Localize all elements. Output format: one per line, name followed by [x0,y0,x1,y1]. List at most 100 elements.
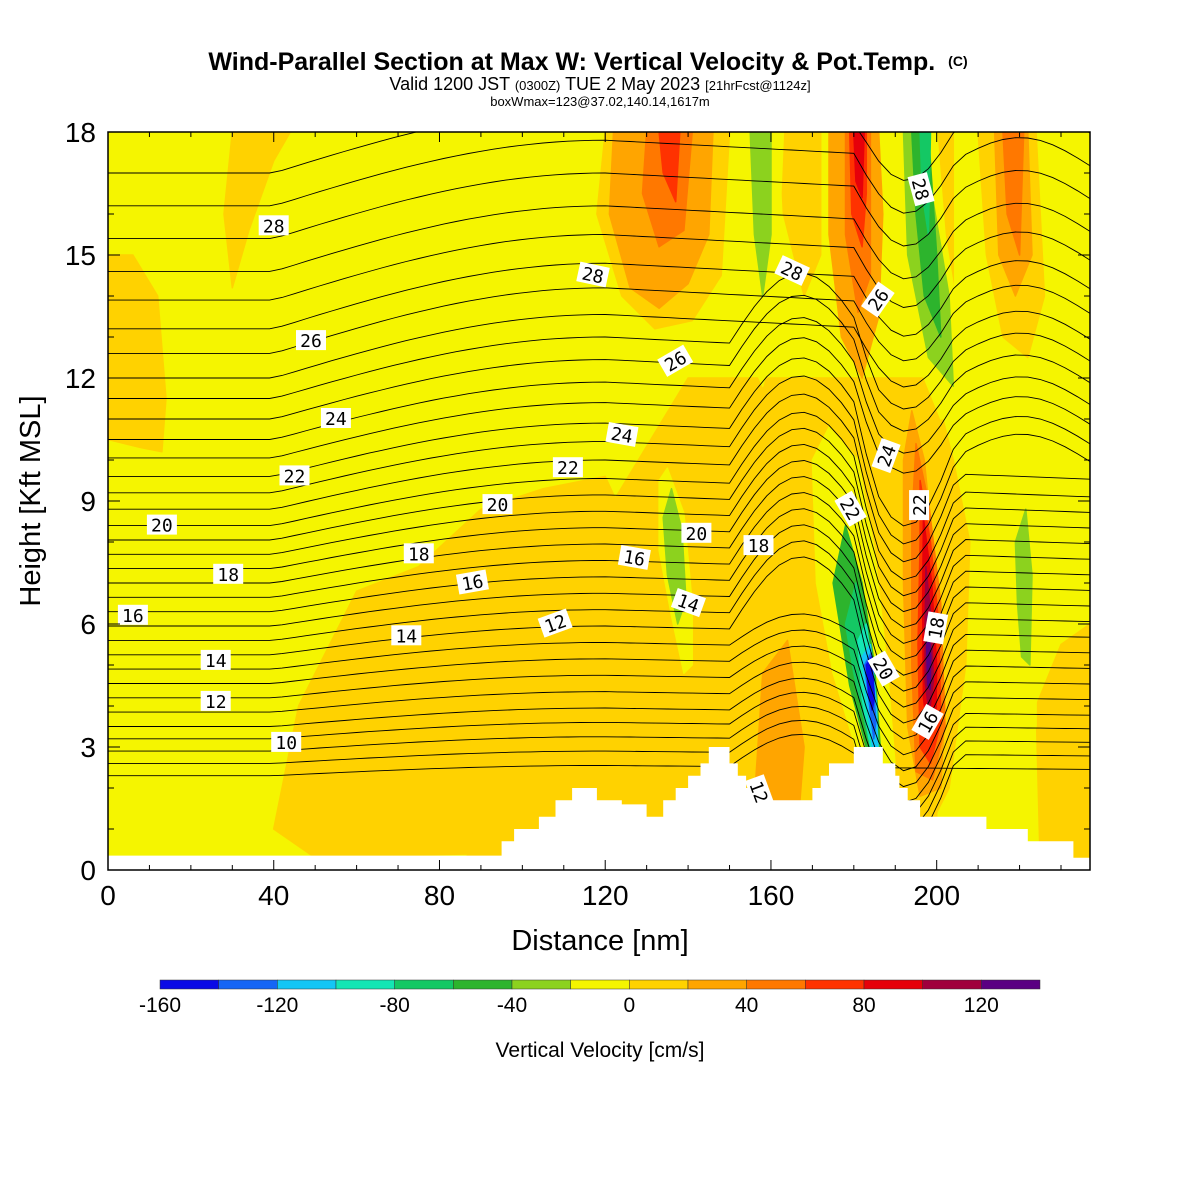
colorbar-swatch [511,979,571,990]
theta-label: 16 [455,569,489,596]
theta-label-bg [744,774,774,810]
theta-label-bg [279,465,310,486]
colorbar-swatch [805,979,865,990]
theta-label: 20 [681,522,712,545]
theta-label: 22 [909,490,931,521]
theta-label: 18 [213,563,244,586]
x-tick-label: 120 [582,880,629,911]
x-axis-label: Distance [nm] [511,925,688,957]
theta-label: 24 [320,408,351,430]
theta-label-text: 20 [487,495,509,516]
theta-label-bg [576,261,610,288]
colorbar: -160 -120 -80 -40 0 40 80 120 [139,979,1041,1017]
y-tick-label: 6 [80,609,96,640]
theta-label-text: 18 [217,565,239,586]
axis-ticks: 0 40 80 120 160 200 0 3 6 9 12 15 18 [65,117,1090,911]
theta-label-text: 10 [275,733,297,754]
velocity-region [1014,508,1033,666]
theta-label-text: 22 [557,458,579,479]
velocity-region [865,656,876,711]
velocity-region [641,132,693,248]
theta-label-text: 14 [395,626,417,647]
theta-label-bg [605,421,639,447]
theta-label-text: 28 [580,263,606,288]
colorbar-swatch [981,979,1041,990]
theta-contour [108,337,1090,474]
colorbar-swatch [863,979,923,990]
theta-label-bg [743,535,774,556]
theta-label-text: 14 [205,651,227,672]
x-tick-label: 80 [424,880,455,911]
colorbar-tick-label: 80 [852,994,875,1017]
theta-label: 18 [403,543,434,565]
theta-contour [108,284,1090,362]
theta-contour [108,231,1090,308]
theta-label-text: 24 [325,409,347,430]
colorbar-swatch [746,979,806,990]
colorbar-tick-label: 120 [964,994,999,1017]
chart-subtitle: Valid 1200 JST (0300Z) TUE 2 May 2023 [2… [389,74,810,94]
theta-label-text: 16 [460,571,485,595]
theta-label-bg [867,650,900,687]
theta-label-bg [907,172,935,207]
theta-label: 16 [117,604,148,627]
y-tick-label: 18 [65,117,96,148]
theta-label: 18 [923,611,949,645]
theta-contour [108,524,1090,692]
y-tick-label: 9 [80,486,96,517]
theta-contour [108,645,1090,772]
theta-label: 28 [576,261,610,289]
theta-label: 26 [296,330,326,352]
theta-contour [108,310,1090,388]
theta-contour [108,661,1090,788]
theta-label: 22 [279,465,310,487]
theta-label: 10 [271,731,302,754]
theta-contour [108,540,1090,708]
theta-label-text: 26 [300,331,322,352]
x-tick-label: 0 [100,880,116,911]
theta-label-bg [681,522,712,543]
theta-label: 24 [605,421,639,448]
theta-label-bg [657,344,694,377]
theta-contour [108,202,1090,280]
theta-label: 20 [146,514,177,537]
theta-label: 20 [482,494,513,516]
colorbar-swatch [922,979,982,990]
theta-label-bg [258,215,289,236]
theta-label-bg [871,438,901,474]
terrain-mask [108,747,1090,870]
theta-contour [108,443,1090,613]
theta-label-text: 16 [622,547,647,571]
theta-contours [108,132,1090,845]
theta-label-bg [923,611,949,645]
theta-label-bg [670,588,706,618]
colorbar-label: Vertical Velocity [cm/s] [496,1039,705,1062]
theta-label-bg [537,608,573,638]
theta-label-text: 22 [284,466,306,487]
theta-contour [108,677,1090,803]
theta-contour [108,427,1090,597]
theta-contour [108,375,1090,545]
theta-label-bg [391,625,422,646]
colorbar-tick-label: 0 [623,994,635,1017]
theta-label-bg [296,330,326,351]
chart-title: Wind-Parallel Section at Max W: Vertical… [208,48,967,76]
theta-label-bg [117,604,148,625]
theta-label-text: 18 [408,544,430,565]
theta-label-bg [146,514,177,535]
colorbar-swatch [394,979,454,990]
chart-box-info: boxWmax=123@37.02,140.14,1617m [490,94,710,109]
theta-label: 12 [200,690,231,713]
colorbar-tick-label: -160 [139,994,181,1017]
theta-label-text: 24 [609,424,634,448]
theta-label-bg [213,563,244,584]
theta-contour [108,170,1090,247]
theta-label-bg [200,690,231,711]
theta-contour [108,733,1090,777]
theta-label-bg [909,490,930,521]
theta-label: 22 [552,457,583,479]
colorbar-swatch [453,979,513,990]
theta-contour [108,317,1090,454]
